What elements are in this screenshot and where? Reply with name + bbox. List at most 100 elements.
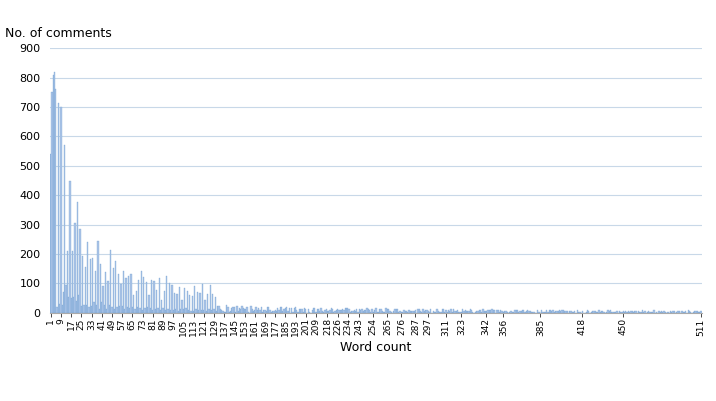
Bar [259,310,261,313]
Bar [101,302,102,313]
Bar [560,311,561,313]
Bar [253,310,254,313]
Bar [346,308,347,313]
Bar [602,311,604,313]
Bar [378,312,379,313]
Bar [99,309,100,313]
Bar [287,311,289,313]
Bar [223,312,225,313]
Bar [308,309,309,313]
Bar [690,312,692,313]
Bar [96,305,97,313]
Bar [437,311,439,313]
Bar [184,288,185,313]
Bar [199,293,200,313]
Bar [559,310,560,313]
Bar [599,310,600,313]
Bar [104,305,105,313]
Bar [299,309,300,313]
Bar [455,312,457,313]
Bar [282,312,284,313]
Bar [337,309,338,313]
Bar [309,312,310,313]
Bar [405,311,406,313]
Bar [72,251,73,313]
Bar [426,310,427,313]
Bar [336,310,337,313]
Bar [620,312,621,313]
Bar [555,311,556,313]
Bar [621,312,623,313]
Bar [127,308,128,313]
Bar [369,310,370,313]
Bar [364,310,365,313]
Bar [254,310,256,313]
Bar [195,309,197,313]
Bar [83,305,84,313]
Bar [396,309,397,313]
Bar [475,312,476,313]
Bar [295,307,296,313]
Bar [597,312,599,313]
Bar [233,307,235,313]
Bar [450,309,452,313]
Bar [624,312,625,313]
Bar [425,310,426,313]
Bar [331,308,332,313]
Bar [125,278,127,313]
Bar [682,312,684,313]
Bar [111,307,112,313]
Bar [417,309,419,313]
Bar [370,312,372,313]
Bar [674,312,675,313]
Bar [488,310,489,313]
Bar [155,309,156,313]
Bar [77,203,78,313]
Bar [411,311,412,313]
Bar [387,309,388,313]
Bar [478,310,480,313]
Bar [204,300,205,313]
Bar [524,312,526,313]
Bar [281,307,282,313]
Bar [55,89,57,313]
Bar [120,284,122,313]
Bar [245,309,246,313]
Bar [460,312,462,313]
Bar [59,304,60,313]
Bar [669,312,671,313]
Bar [88,307,90,313]
Bar [427,311,429,313]
Bar [623,312,624,313]
Bar [109,305,110,313]
Bar [52,92,53,313]
Bar [161,300,163,313]
Bar [616,311,617,313]
Bar [169,283,170,313]
Bar [393,311,395,313]
Bar [509,312,511,313]
Bar [268,307,269,313]
Bar [168,309,169,313]
Bar [672,311,674,313]
Bar [501,311,503,313]
Bar [91,306,92,313]
Bar [643,312,644,313]
Bar [444,312,445,313]
Bar [216,311,217,313]
Bar [362,311,364,313]
Bar [76,301,77,313]
Bar [230,311,231,313]
Bar [507,312,508,313]
Bar [130,274,132,313]
Bar [349,312,351,313]
Bar [78,295,79,313]
Bar [68,298,69,313]
Bar [132,307,133,313]
Bar [316,309,318,313]
Bar [671,312,672,313]
Bar [649,312,651,313]
Bar [284,309,285,313]
Bar [200,310,202,313]
Bar [70,298,72,313]
